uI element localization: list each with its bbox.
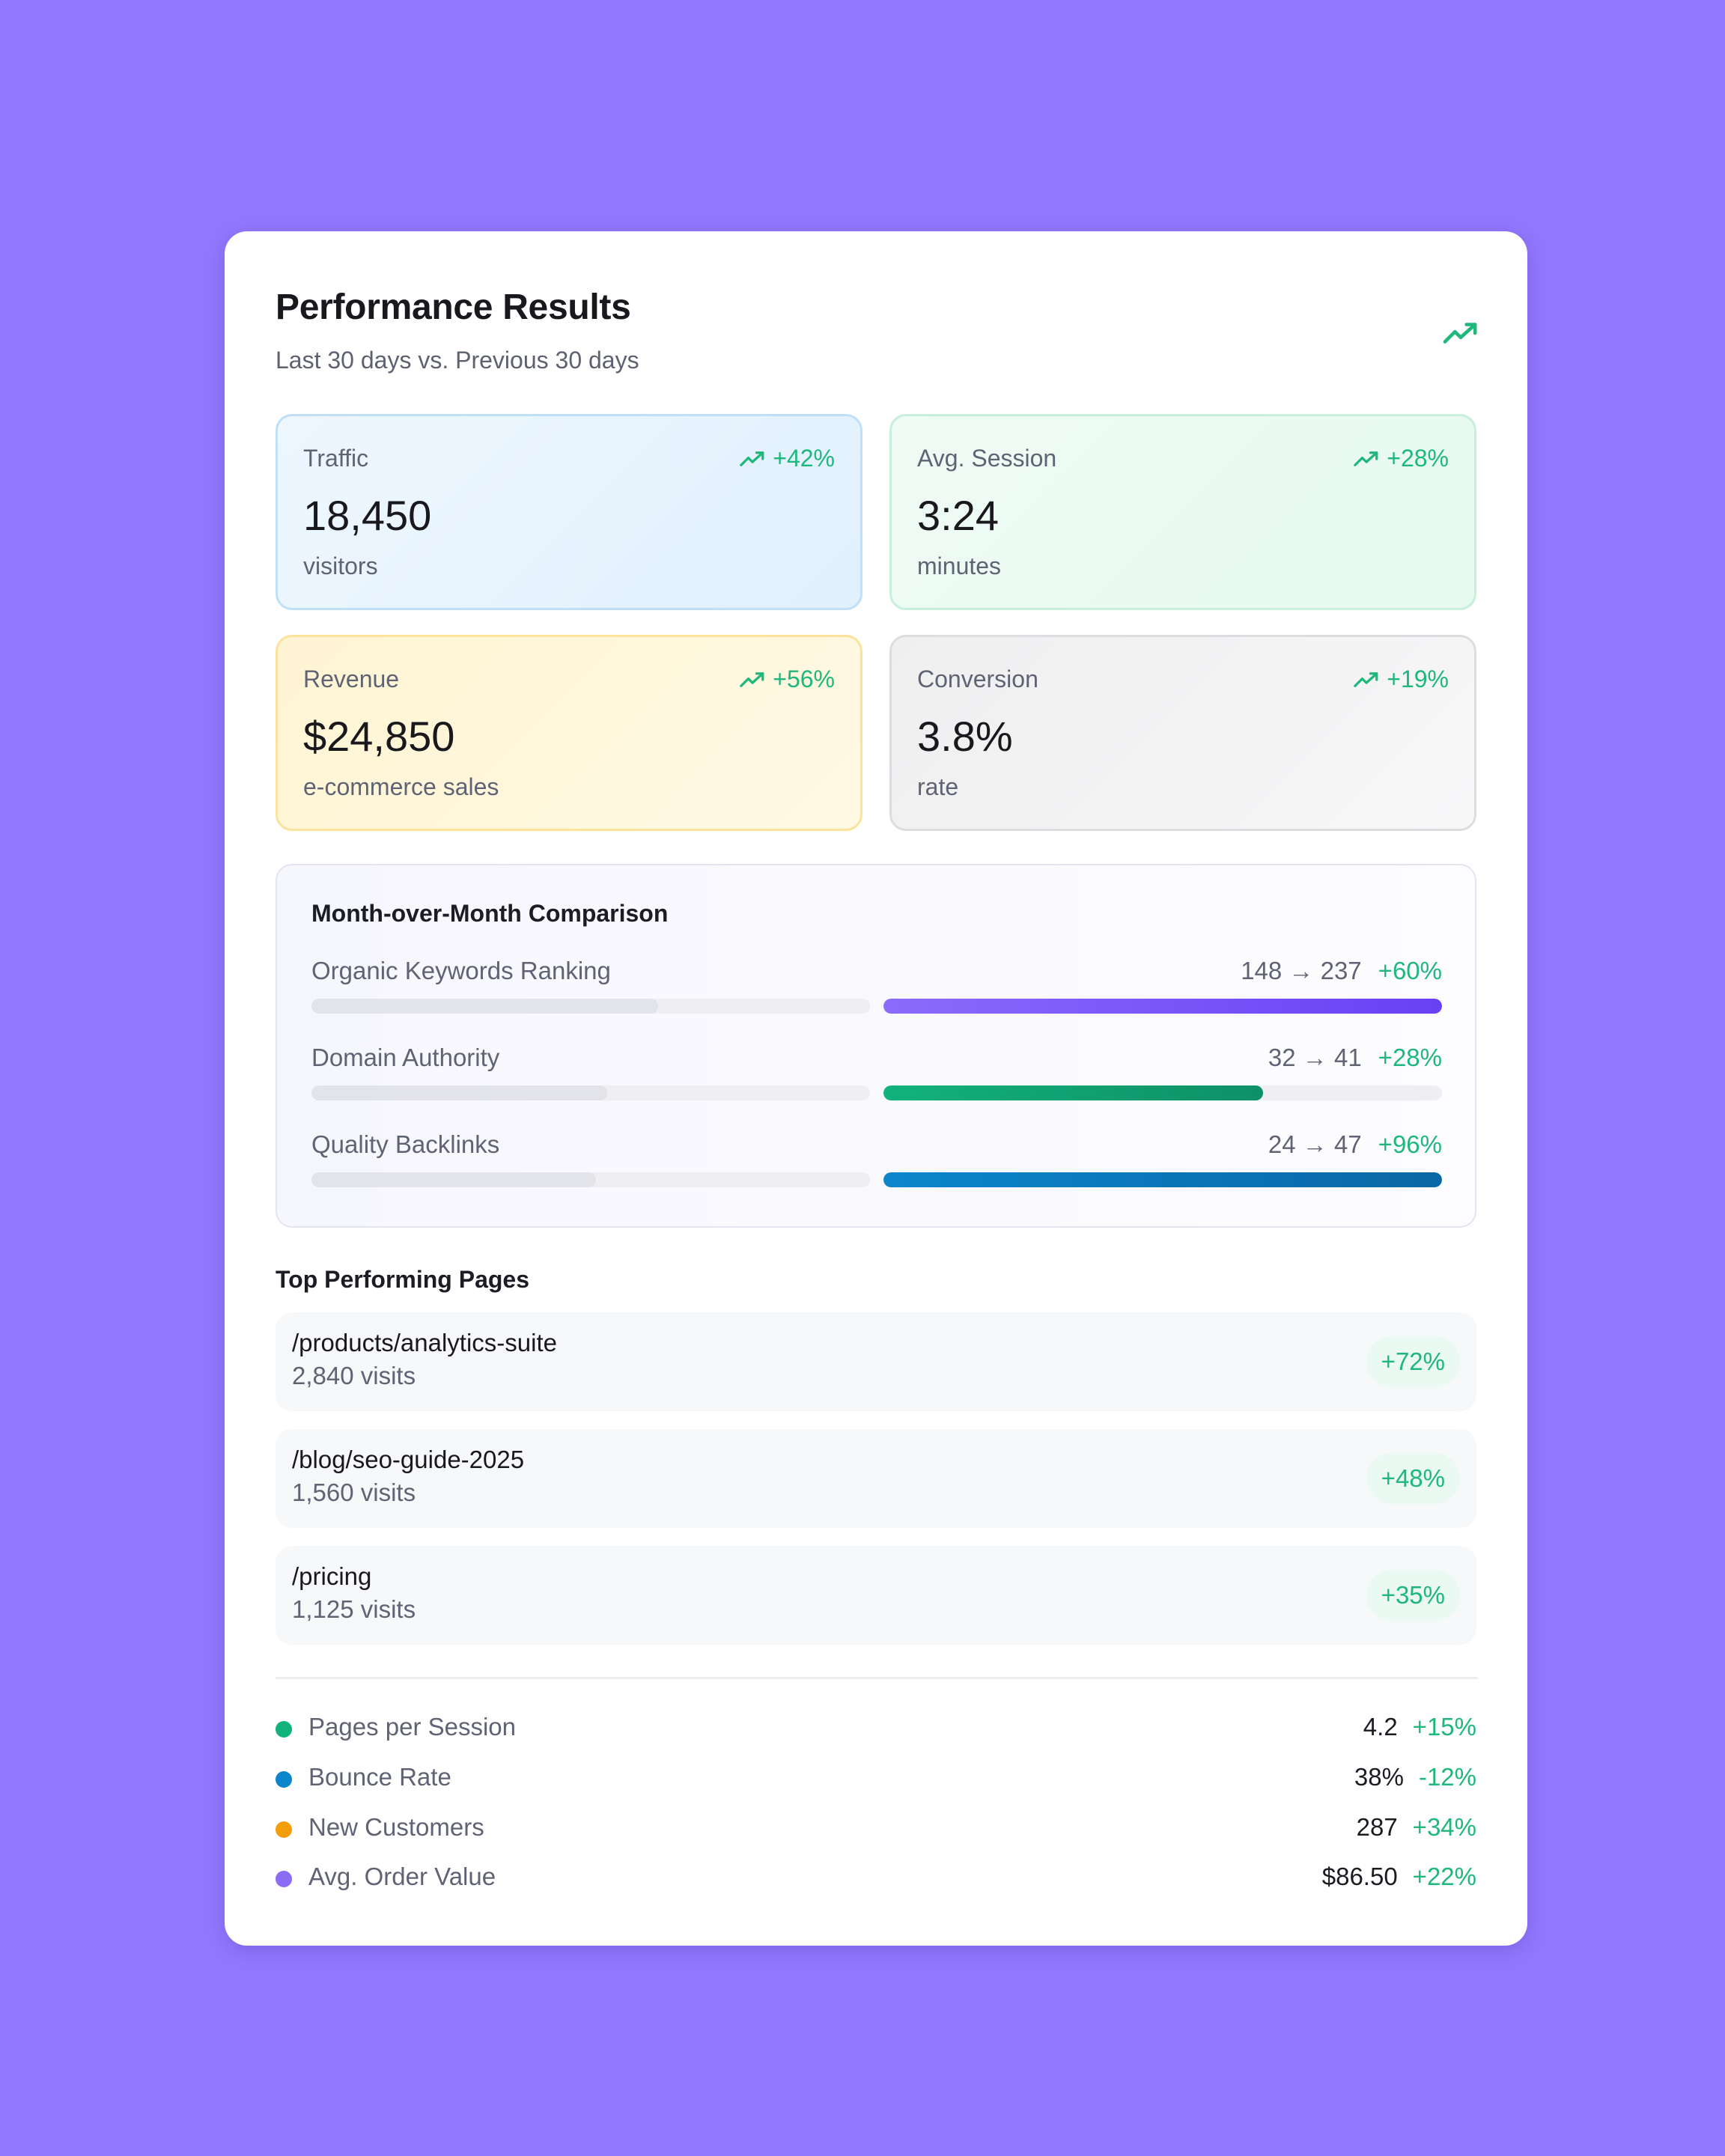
metric-label: Conversion [917, 666, 1038, 692]
comparison-values: 32 → 41 +28% [1268, 1044, 1442, 1072]
comparison-range: 24 → 47 [1268, 1130, 1362, 1158]
metric-value: $24,850 [303, 713, 455, 760]
comparison-range: 148 → 237 [1241, 957, 1362, 984]
metric-change-value: +56% [773, 666, 835, 692]
current-bar [883, 1172, 1442, 1187]
page-title: Performance Results [276, 287, 631, 327]
metric-card-avg-session: Avg. Session +28% 3:24 minutes [889, 414, 1476, 610]
metric-change: +19% [1354, 666, 1449, 693]
metric-change: +56% [740, 666, 835, 693]
current-bar [883, 999, 1442, 1014]
list-item[interactable]: /pricing 1,125 visits +35% [276, 1546, 1476, 1645]
status-dot [276, 1771, 292, 1788]
current-bar-fill [883, 999, 1442, 1014]
metric-label: Traffic [303, 445, 369, 472]
stat-value: 4.2 [1363, 1713, 1398, 1741]
stat-row: Pages per Session 4.2 +15% [276, 1713, 1476, 1746]
current-bar-fill [883, 1085, 1264, 1100]
metric-card-traffic: Traffic +42% 18,450 visitors [276, 414, 862, 610]
stat-name: New Customers [308, 1813, 484, 1841]
comparison-change: +60% [1378, 957, 1442, 984]
comparison-name: Domain Authority [311, 1044, 500, 1071]
page-visits: 2,840 visits [292, 1362, 416, 1389]
comparison-change: +96% [1378, 1130, 1442, 1158]
section-title: Month-over-Month Comparison [311, 900, 669, 927]
previous-bar-fill [311, 1085, 608, 1100]
metric-label: Revenue [303, 666, 400, 692]
status-dot [276, 1821, 292, 1838]
page-visits: 1,560 visits [292, 1479, 416, 1506]
metric-unit: rate [917, 773, 959, 800]
stat-value: $86.50 [1321, 1863, 1398, 1890]
trending-up-icon [740, 672, 764, 687]
page-path: /pricing [292, 1562, 372, 1590]
page-subtitle: Last 30 days vs. Previous 30 days [276, 347, 639, 374]
stat-row: Bounce Rate 38% -12% [276, 1763, 1476, 1796]
comparison-name: Organic Keywords Ranking [311, 957, 611, 984]
comparison-values: 24 → 47 +96% [1268, 1130, 1442, 1159]
trending-up-icon [740, 451, 764, 466]
metric-value: 18,450 [303, 492, 432, 539]
comparison-name: Quality Backlinks [311, 1130, 500, 1158]
comparison-row: Quality Backlinks 24 → 47 +96% [311, 1130, 1442, 1198]
stat-name: Avg. Order Value [308, 1863, 496, 1890]
metric-unit: e-commerce sales [303, 773, 499, 800]
stat-change: +22% [1412, 1863, 1476, 1890]
stat-value: 38% [1354, 1763, 1404, 1791]
stat-change: +15% [1412, 1713, 1476, 1741]
page-path: /blog/seo-guide-2025 [292, 1446, 525, 1473]
previous-bar-fill [311, 1172, 597, 1187]
page-visits: 1,125 visits [292, 1595, 416, 1623]
stat-change: +34% [1412, 1813, 1476, 1841]
metric-change: +42% [740, 445, 835, 472]
trending-up-icon [1354, 451, 1378, 466]
metric-label: Avg. Session [917, 445, 1057, 472]
metric-card-conversion: Conversion +19% 3.8% rate [889, 635, 1476, 831]
change-badge: +72% [1366, 1336, 1460, 1387]
stat-row: New Customers 287 +34% [276, 1813, 1476, 1846]
month-over-month-panel: Month-over-Month Comparison Organic Keyw… [276, 864, 1476, 1228]
stat-name: Pages per Session [308, 1713, 517, 1741]
page-path: /products/analytics-suite [292, 1329, 557, 1356]
metric-change-value: +19% [1387, 666, 1449, 692]
stat-row: Avg. Order Value $86.50 +22% [276, 1863, 1476, 1895]
section-title: Top Performing Pages [276, 1266, 530, 1293]
metric-card-revenue: Revenue +56% $24,850 e-commerce sales [276, 635, 862, 831]
metric-value: 3:24 [917, 492, 999, 539]
metric-change-value: +28% [1387, 445, 1449, 472]
stat-name: Bounce Rate [308, 1763, 451, 1791]
status-dot [276, 1871, 292, 1887]
change-badge: +35% [1366, 1570, 1460, 1621]
metric-unit: minutes [917, 552, 1002, 579]
list-item[interactable]: /blog/seo-guide-2025 1,560 visits +48% [276, 1429, 1476, 1528]
status-dot [276, 1721, 292, 1738]
current-bar-fill [883, 1172, 1442, 1187]
metric-value: 3.8% [917, 713, 1013, 760]
previous-bar [311, 1085, 870, 1100]
comparison-change: +28% [1378, 1044, 1442, 1071]
previous-bar [311, 1172, 870, 1187]
previous-bar-fill [311, 999, 658, 1014]
current-bar [883, 1085, 1442, 1100]
metric-change: +28% [1354, 445, 1449, 472]
metric-change-value: +42% [773, 445, 835, 472]
list-item[interactable]: /products/analytics-suite 2,840 visits +… [276, 1312, 1476, 1411]
previous-bar [311, 999, 870, 1014]
performance-card: Performance Results Last 30 days vs. Pre… [225, 231, 1527, 1946]
comparison-row: Domain Authority 32 → 41 +28% [311, 1044, 1442, 1111]
stat-value: 287 [1356, 1813, 1398, 1841]
comparison-range: 32 → 41 [1268, 1044, 1362, 1071]
divider [276, 1677, 1478, 1679]
change-badge: +48% [1366, 1453, 1460, 1504]
metric-unit: visitors [303, 552, 378, 579]
stat-change: -12% [1418, 1763, 1476, 1791]
comparison-values: 148 → 237 +60% [1241, 957, 1442, 985]
trending-up-icon [1354, 672, 1378, 687]
comparison-row: Organic Keywords Ranking 148 → 237 +60% [311, 957, 1442, 1024]
trending-up-icon [1443, 323, 1477, 344]
